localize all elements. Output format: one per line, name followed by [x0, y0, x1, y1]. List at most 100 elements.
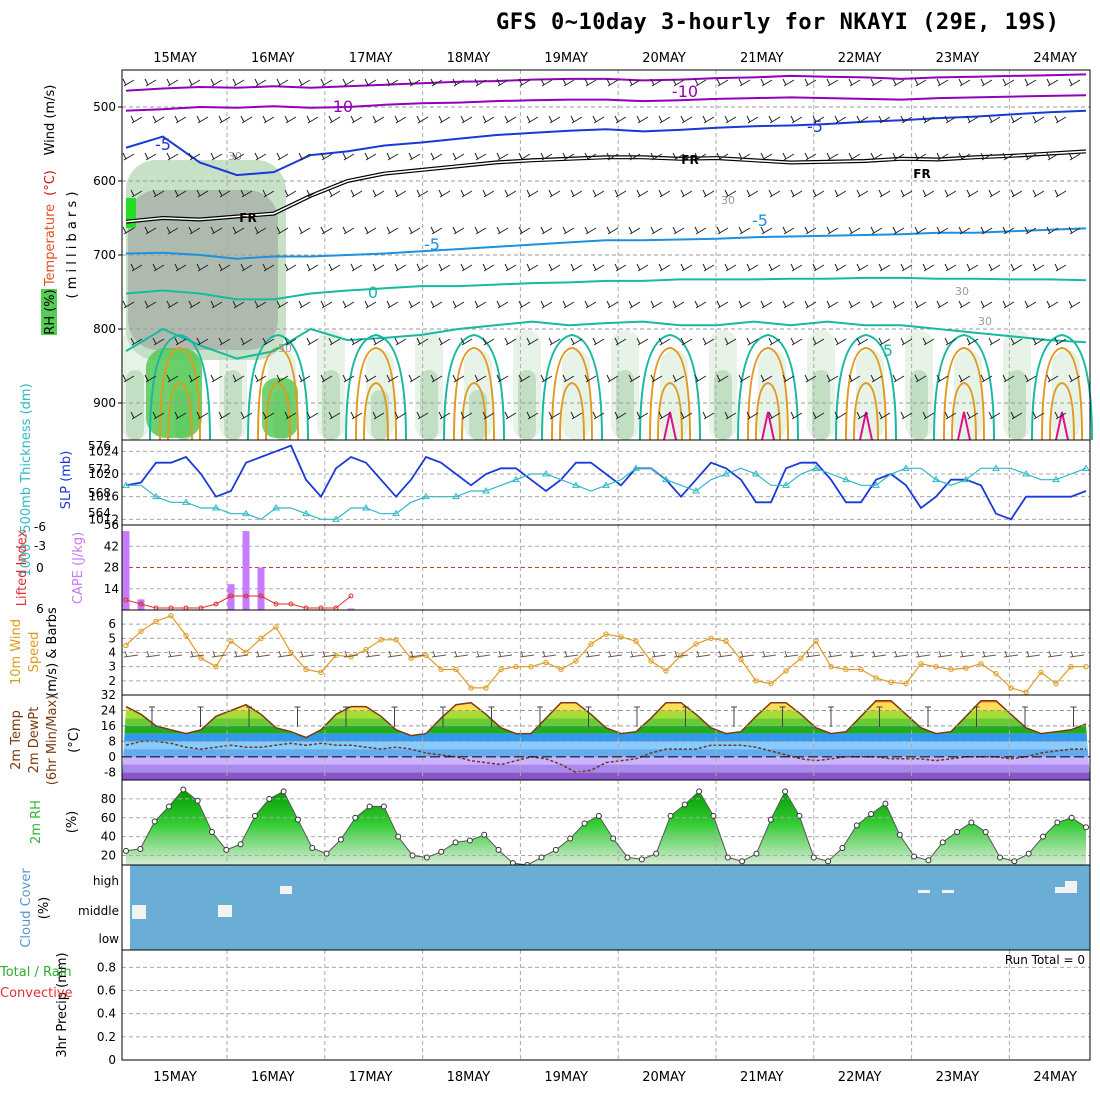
wind-barb — [856, 189, 869, 198]
cape-ylabel-group: Lifted Index CAPE (J/kg) — [15, 529, 86, 606]
rh-shading-mid — [714, 370, 732, 440]
temp-line — [125, 700, 1087, 739]
wind-barb — [144, 152, 157, 161]
wind-barb — [122, 300, 135, 309]
wind-barb — [716, 300, 729, 309]
thickness-marker — [482, 487, 490, 494]
wind-barb — [386, 374, 399, 383]
wind-barb — [232, 374, 245, 383]
wind-barb-10m — [981, 650, 997, 658]
temp-minmax-marker — [488, 706, 495, 727]
isotherm-arch-teal — [933, 333, 995, 441]
wind-barb — [1024, 226, 1037, 235]
wind-barb — [430, 152, 443, 161]
wind-barb — [694, 78, 707, 87]
ylabel-rh: RH (%) — [43, 289, 58, 334]
wind-barb — [980, 152, 993, 161]
y-tick-label: 600 — [93, 174, 116, 188]
wind-barb-10m — [409, 650, 425, 658]
wind-barb — [878, 115, 891, 124]
wind-barb — [1054, 263, 1067, 272]
ylabel-cloud-unit: (%) — [37, 897, 52, 920]
wind-barb — [496, 78, 509, 87]
wind-barb — [636, 189, 649, 198]
wind-barb — [878, 411, 891, 420]
wind-barb — [518, 78, 531, 87]
wind-barb — [144, 300, 157, 309]
temp-minmax-marker — [585, 706, 592, 727]
y-tick-label-right: -3 — [34, 539, 46, 553]
isotherm-line — [125, 73, 1087, 92]
temp-ylabel-group: 2m Temp 2m DewPt (6hr Min/Max) (°C) — [9, 695, 82, 785]
wind-barb — [276, 78, 289, 87]
y-tick-label: middle — [78, 904, 119, 918]
wind-barb — [760, 78, 773, 87]
date-label-top: 17MAY — [349, 51, 393, 66]
wind-barb — [606, 374, 619, 383]
wind-barb — [526, 189, 539, 198]
wind-barb — [650, 78, 663, 87]
rh-marker — [423, 854, 430, 861]
ylabel-rh-swatch — [41, 289, 57, 335]
rh-marker — [180, 786, 187, 793]
wind-barb — [526, 115, 539, 124]
wind-barb — [394, 263, 407, 272]
wind-barb — [628, 78, 641, 87]
rh-marker — [997, 854, 1004, 861]
wind-barb-10m — [805, 650, 821, 658]
wind-barb — [174, 411, 187, 420]
cape-bar — [122, 531, 130, 610]
wind-barb — [372, 189, 385, 198]
thickness-marker — [812, 464, 820, 471]
isotherm-arch-orange — [845, 346, 887, 441]
wind-barb — [452, 300, 465, 309]
wind-barb — [834, 263, 847, 272]
wind-barb — [570, 337, 583, 346]
wind-barb — [760, 374, 773, 383]
wind-speed-marker — [603, 631, 609, 637]
wind-barb — [1010, 189, 1023, 198]
temp-minmax-marker — [973, 706, 980, 727]
wind-speed-marker — [318, 669, 324, 676]
temp-band — [122, 700, 1090, 703]
wind-speed-marker — [453, 666, 459, 673]
wind-barb — [936, 374, 949, 383]
wind-barb — [592, 115, 605, 124]
rh-marker — [839, 845, 846, 851]
wind-speed-marker — [1038, 669, 1044, 676]
wind-barb — [416, 411, 429, 420]
wind-barb — [130, 115, 143, 124]
wind-barb — [1024, 152, 1037, 161]
date-label-top: 20MAY — [642, 51, 686, 66]
wind-barb — [306, 263, 319, 272]
wind-barb — [174, 189, 187, 198]
wind-barb — [958, 374, 971, 383]
temp-band — [122, 710, 1090, 719]
wind-barb — [438, 411, 451, 420]
thickness-marker — [932, 475, 940, 483]
wind-barb — [914, 374, 927, 383]
wind-barb — [232, 78, 245, 87]
wind-barb-10m — [629, 650, 645, 658]
wind-barb — [254, 374, 267, 383]
wind-barb-10m — [1003, 650, 1019, 658]
wind-barb — [166, 152, 179, 161]
wind-barb — [298, 374, 311, 383]
panel-upper-air: -10-10-5-5-5-5053030305030FRFRFR50060070… — [41, 69, 1093, 441]
wind-barb — [746, 337, 759, 346]
wind-barb — [1002, 152, 1015, 161]
wind-speed-marker — [843, 666, 849, 673]
ylabel-thickness: 1000~500mb Thickness (dm) — [19, 383, 34, 576]
wind-barb — [474, 226, 487, 235]
wind-barb — [540, 374, 553, 383]
wind-barb — [496, 300, 509, 309]
wind-barb — [1068, 152, 1081, 161]
wind-barb — [988, 411, 1001, 420]
wind-barb — [636, 263, 649, 272]
y-tick-label-right: 1020 — [88, 467, 119, 481]
precip-frame — [121, 949, 1091, 1061]
wind-speed-marker — [378, 637, 384, 643]
wind-speed-marker — [258, 635, 264, 642]
wind-barb — [614, 115, 627, 124]
rh-marker — [352, 814, 359, 821]
